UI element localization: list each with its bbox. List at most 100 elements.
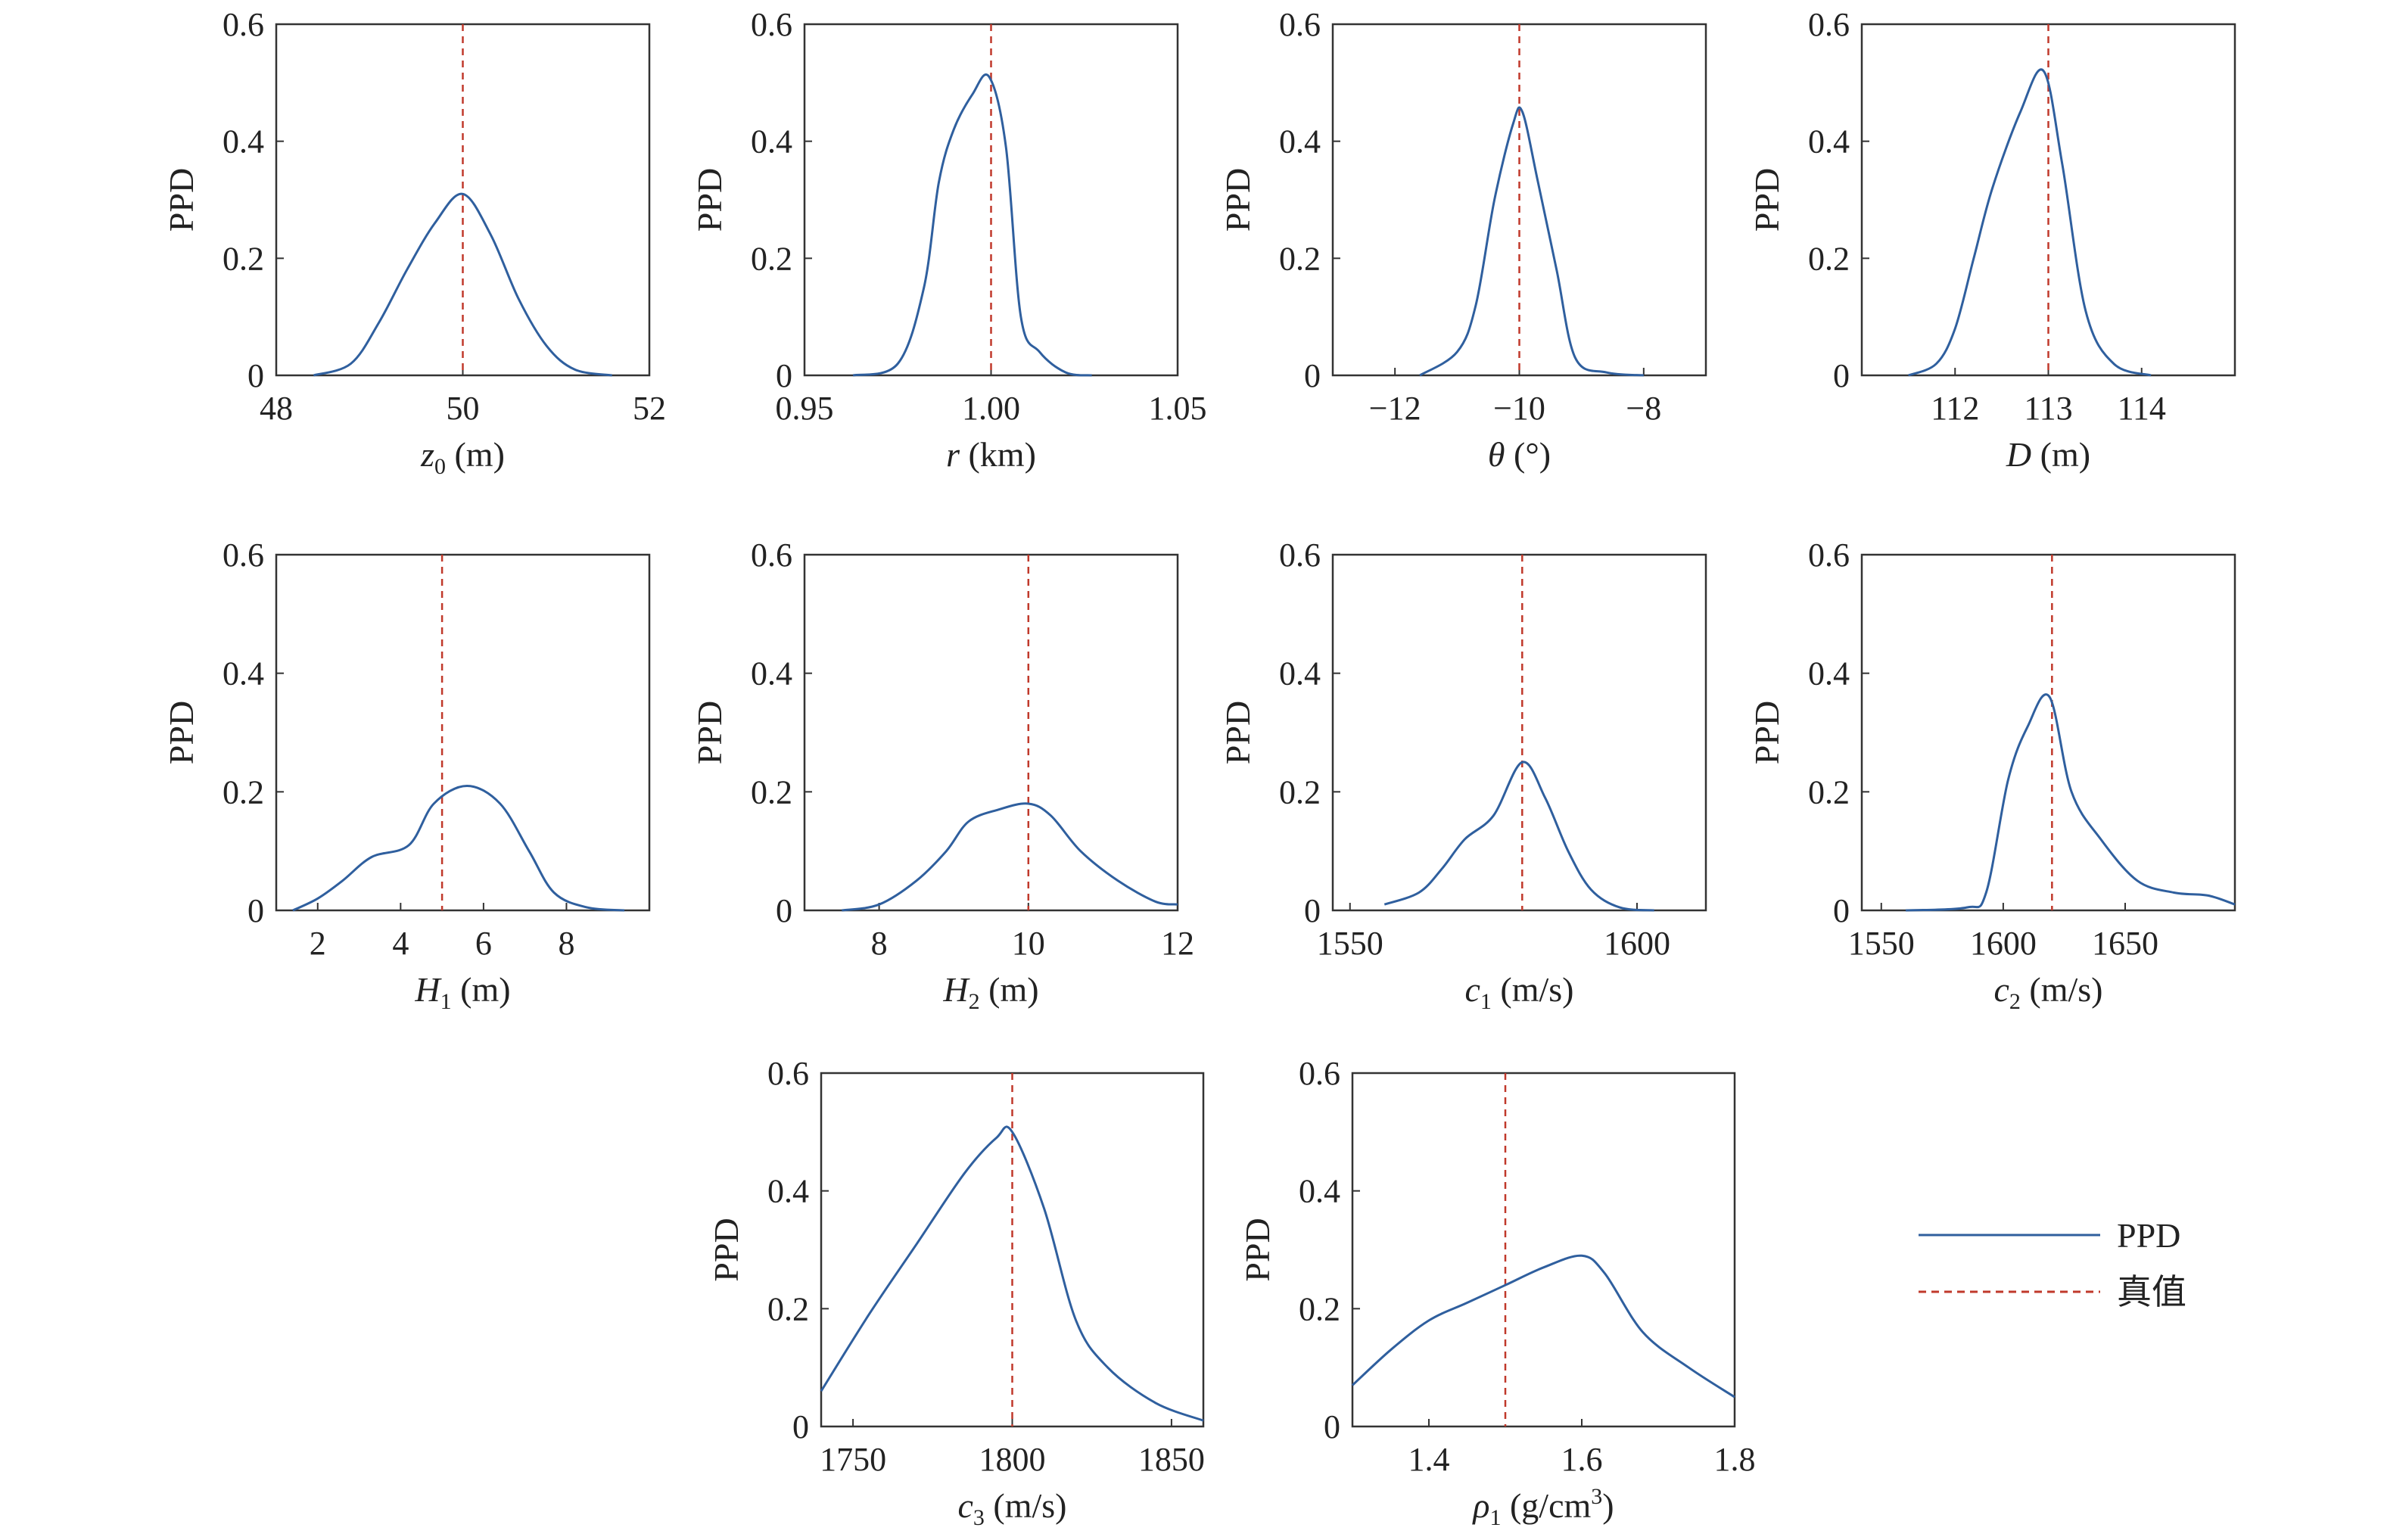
y-axis-label: PPD xyxy=(1218,168,1257,232)
x-tick-label: 8 xyxy=(558,925,574,962)
y-axis-label: PPD xyxy=(1748,701,1786,764)
y-tick-label: 0.6 xyxy=(1279,537,1321,574)
legend: PPD 真值 xyxy=(1919,1216,2186,1311)
y-tick-label: 0 xyxy=(1833,892,1850,929)
y-tick-label: 0.4 xyxy=(223,123,264,160)
y-tick-label: 0.4 xyxy=(1299,1173,1340,1210)
ppd-curve xyxy=(820,1125,1204,1422)
y-tick-label: 0.2 xyxy=(1279,240,1321,277)
x-tick-label: 1600 xyxy=(1970,925,2037,962)
ppd-curve xyxy=(292,785,625,912)
y-tick-label: 0.4 xyxy=(767,1173,809,1210)
ppd-curve xyxy=(852,73,1092,377)
y-tick-label: 0 xyxy=(247,357,264,394)
x-tick-label: 1.05 xyxy=(1149,390,1207,427)
x-tick-label: 2 xyxy=(310,925,326,962)
x-tick-label: 1750 xyxy=(820,1441,886,1478)
y-tick-label: 0.6 xyxy=(751,537,792,574)
ppd-curve xyxy=(1908,68,2152,377)
y-tick-label: 0 xyxy=(776,357,792,394)
x-tick-label: −8 xyxy=(1626,390,1661,427)
x-axis-label: c1 (m/s) xyxy=(1464,970,1573,1014)
x-tick-label: −10 xyxy=(1493,390,1545,427)
y-tick-label: 0 xyxy=(1304,357,1321,394)
x-tick-label: 1600 xyxy=(1604,925,1670,962)
x-tick-label: 1.8 xyxy=(1714,1441,1756,1478)
x-tick-label: 12 xyxy=(1161,925,1194,962)
plot-frame xyxy=(1860,553,2236,912)
y-tick-label: 0.2 xyxy=(223,240,264,277)
panel-5: 0 0.2 0.4 0.6 2 4 6 8 PPD H1 (m) xyxy=(162,537,651,1014)
y-axis-label: PPD xyxy=(690,701,729,764)
plot-frame xyxy=(275,553,651,912)
y-tick-label: 0.4 xyxy=(1808,655,1850,692)
x-tick-label: 1800 xyxy=(979,1441,1046,1478)
x-tick-label: −12 xyxy=(1369,390,1421,427)
x-tick-label: 10 xyxy=(1012,925,1045,962)
y-tick-label: 0.2 xyxy=(751,773,792,810)
panel-9: 0 0.2 0.4 0.6 1750 1800 1850 PPD c3 (m/s) xyxy=(707,1055,1205,1530)
x-axis-label: z0 (m) xyxy=(420,435,505,479)
plot-frame xyxy=(1351,1072,1736,1428)
x-tick-label: 1850 xyxy=(1138,1441,1205,1478)
x-tick-label: 52 xyxy=(633,390,666,427)
y-axis-label: PPD xyxy=(690,168,729,232)
y-tick-label: 0.6 xyxy=(223,6,264,43)
x-axis-label: D (m) xyxy=(2006,435,2090,474)
y-tick-label: 0.6 xyxy=(1279,6,1321,43)
y-tick-label: 0.4 xyxy=(1279,123,1321,160)
y-axis-label: PPD xyxy=(1748,168,1786,232)
x-tick-label: 1.00 xyxy=(962,390,1020,427)
x-tick-label: 0.95 xyxy=(776,390,834,427)
x-tick-label: 1550 xyxy=(1848,925,1915,962)
x-tick-label: 1550 xyxy=(1317,925,1383,962)
legend-ppd-label: PPD xyxy=(2117,1216,2180,1255)
panel-4: 0 0.2 0.4 0.6 112 113 114 PPD D (m) xyxy=(1748,6,2236,474)
plot-frame xyxy=(1331,553,1707,912)
y-tick-label: 0.6 xyxy=(223,537,264,574)
y-tick-label: 0.6 xyxy=(1808,537,1850,574)
x-tick-label: 113 xyxy=(2024,390,2072,427)
x-axis-label: θ (°) xyxy=(1488,435,1551,474)
ppd-curve xyxy=(842,802,1178,912)
y-axis-label: PPD xyxy=(162,701,201,764)
x-tick-label: 1.4 xyxy=(1408,1441,1450,1478)
panel-8: 0 0.2 0.4 0.6 1550 1600 1650 PPD c2 (m/s) xyxy=(1748,537,2236,1014)
y-tick-label: 0.2 xyxy=(1299,1290,1340,1327)
panel-7: 0 0.2 0.4 0.6 1550 1600 PPD c1 (m/s) xyxy=(1218,537,1707,1014)
x-axis-label: c3 (m/s) xyxy=(957,1486,1066,1530)
x-axis-label: r (km) xyxy=(946,435,1036,474)
y-tick-label: 0.4 xyxy=(751,655,792,692)
panel-1: 0 0.2 0.4 0.6 48 50 52 PPD z0 (m) xyxy=(162,6,666,479)
y-tick-label: 0.4 xyxy=(1279,655,1321,692)
x-tick-label: 1650 xyxy=(2092,925,2158,962)
panel-10: 0 0.2 0.4 0.6 1.4 1.6 1.8 PPD ρ1 (g/cm3) xyxy=(1238,1055,1756,1530)
panel-2: 0 0.2 0.4 0.6 0.95 1.00 1.05 PPD r (km) xyxy=(690,6,1207,474)
y-tick-label: 0.2 xyxy=(1279,773,1321,810)
y-tick-label: 0 xyxy=(1304,892,1321,929)
x-tick-label: 112 xyxy=(1931,390,1979,427)
x-tick-label: 4 xyxy=(392,925,409,962)
legend-true-value-label: 真值 xyxy=(2117,1273,2186,1311)
y-tick-label: 0.4 xyxy=(751,123,792,160)
ppd-curve xyxy=(1905,693,2236,912)
y-tick-label: 0.6 xyxy=(767,1055,809,1092)
y-tick-label: 0.6 xyxy=(1808,6,1850,43)
y-tick-label: 0.4 xyxy=(223,655,264,692)
y-tick-label: 0 xyxy=(792,1408,809,1445)
y-axis-label: PPD xyxy=(1238,1218,1277,1281)
x-tick-label: 48 xyxy=(260,390,293,427)
y-tick-label: 0.4 xyxy=(1808,123,1850,160)
ppd-curve xyxy=(1351,1254,1735,1398)
y-tick-label: 0.2 xyxy=(223,773,264,810)
x-tick-label: 1.6 xyxy=(1561,1441,1603,1478)
y-tick-label: 0.6 xyxy=(1299,1055,1340,1092)
x-tick-label: 6 xyxy=(475,925,492,962)
x-axis-label: H1 (m) xyxy=(414,970,510,1014)
y-axis-label: PPD xyxy=(707,1218,745,1281)
x-tick-label: 8 xyxy=(871,925,888,962)
y-tick-label: 0 xyxy=(776,892,792,929)
y-tick-label: 0 xyxy=(1833,357,1850,394)
